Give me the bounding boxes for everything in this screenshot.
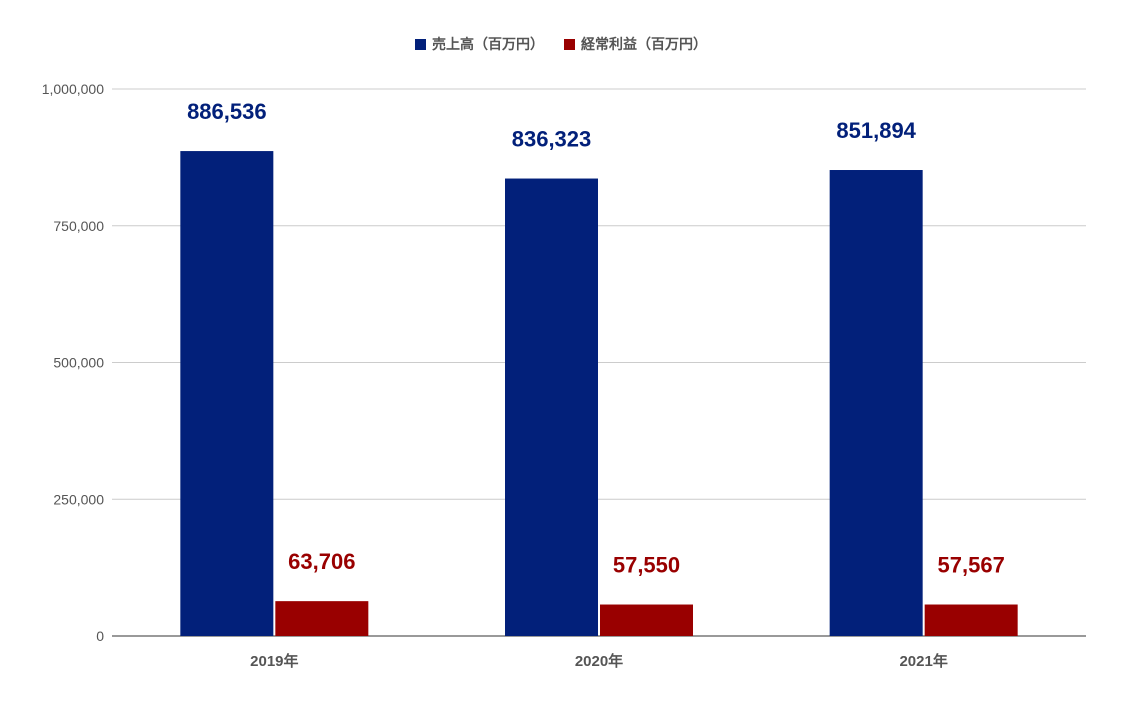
legend-item-profit: 経常利益（百万円）	[564, 34, 707, 54]
y-tick-label: 1,000,000	[42, 81, 104, 97]
legend-item-sales: 売上高（百万円）	[415, 34, 544, 54]
data-label-sales: 851,894	[836, 118, 916, 143]
legend-label-sales: 売上高（百万円）	[432, 36, 544, 52]
bar-profit	[275, 601, 369, 636]
y-tick-label: 750,000	[53, 218, 104, 234]
y-tick-label: 0	[96, 628, 104, 644]
y-tick-label: 250,000	[53, 491, 104, 507]
bar-sales	[180, 151, 274, 636]
y-tick-label: 500,000	[53, 355, 104, 371]
bar-profit	[600, 604, 693, 636]
x-tick-label: 2019年	[250, 652, 298, 670]
legend-label-profit: 経常利益（百万円）	[581, 36, 707, 52]
data-label-profit: 57,550	[613, 553, 680, 578]
legend: 売上高（百万円） 経常利益（百万円）	[0, 34, 1122, 54]
legend-swatch-sales	[415, 38, 426, 50]
data-label-sales: 886,536	[187, 99, 267, 124]
legend-swatch-profit	[564, 38, 575, 50]
data-label-profit: 57,567	[938, 553, 1005, 578]
x-tick-label: 2020年	[575, 652, 623, 670]
data-label-profit: 63,706	[288, 549, 355, 574]
bar-sales	[829, 170, 923, 636]
data-label-sales: 836,323	[512, 127, 592, 152]
x-tick-label: 2021年	[899, 652, 947, 670]
bar-sales	[505, 178, 598, 637]
bar-profit	[924, 604, 1018, 636]
